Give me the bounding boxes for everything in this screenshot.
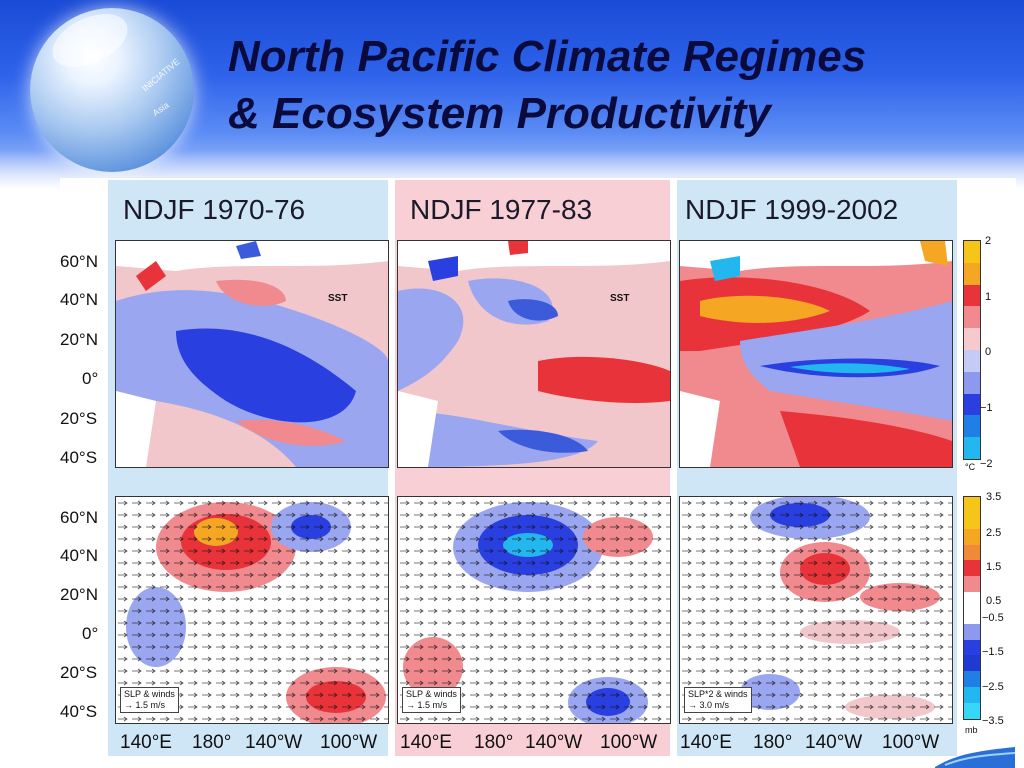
slp-tick-2-5: 2.5 — [986, 527, 1002, 539]
lon-label-100w-3: 100°W — [882, 732, 940, 753]
wind-legend-title: SLP*2 & winds — [688, 689, 748, 699]
slp-map-1999: SLP*2 & winds → 3.0 m/s — [679, 496, 953, 724]
lon-label-140e-1: 140°E — [120, 732, 172, 753]
sst-tick-2: 2 — [985, 235, 992, 247]
slp-tick-neg2-5: −2.5 — [982, 681, 1004, 693]
sst-tick-1: 1 — [985, 291, 992, 303]
wind-legend-value: 1.5 m/s — [417, 700, 448, 710]
lon-label-100w-2: 100°W — [600, 732, 658, 753]
slp-tick-1-5: 1.5 — [986, 561, 1002, 573]
slp-tick-neg3-5: −3.5 — [982, 715, 1004, 727]
wind-legend-1977: SLP & winds → 1.5 m/s — [402, 687, 461, 713]
slp-map-1977: SLP & winds → 1.5 m/s — [397, 496, 671, 724]
slide-title: North Pacific Climate Regimes & Ecosyste… — [228, 28, 866, 142]
sst-map-1970: SST — [115, 240, 389, 468]
slp-tick-neg1-5: −1.5 — [982, 646, 1004, 658]
lon-label-100w-1: 100°W — [320, 732, 378, 753]
period-label-1977: NDJF 1977-83 — [410, 194, 593, 225]
lat-label-40n-bottom: 40°N — [60, 546, 98, 565]
lon-label-180-1: 180° — [192, 732, 232, 753]
slp-colorbar — [963, 496, 981, 720]
lat-label-20n-bottom: 20°N — [60, 585, 98, 604]
period-label-1999: NDJF 1999-2002 — [685, 194, 899, 225]
sst-tick-neg1: −1 — [980, 402, 993, 414]
slp-unit: mb — [965, 725, 978, 735]
lat-label-40s-bottom: 40°S — [60, 702, 98, 721]
lon-label-140e-3: 140°E — [680, 732, 732, 753]
globe-text-2: Asia — [150, 99, 171, 119]
slp-tick-0-5: 0.5 — [986, 595, 1002, 607]
lon-label-140w-2: 140°W — [525, 732, 583, 753]
sst-tick-neg2: −2 — [980, 458, 993, 470]
period-label-1970: NDJF 1970-76 — [123, 194, 306, 225]
sst-colorbar — [963, 240, 981, 460]
title-line-1: North Pacific Climate Regimes — [228, 32, 867, 81]
sst-unit: °C — [965, 462, 976, 472]
sst-map-1999 — [679, 240, 953, 468]
slp-map-1970: SLP & winds → 1.5 m/s — [115, 496, 389, 724]
title-line-2: & Ecosystem Productivity — [228, 89, 771, 138]
globe-logo: INICIATIVE Asia — [30, 8, 194, 172]
wind-legend-title: SLP & winds — [406, 689, 457, 699]
lon-label-140w-1: 140°W — [245, 732, 303, 753]
lat-label-20s-top: 20°S — [60, 409, 98, 428]
lat-label-60n-bottom: 60°N — [60, 508, 98, 527]
slp-tick-neg0-5: −0.5 — [982, 612, 1004, 624]
sst-tick-0: 0 — [985, 346, 992, 358]
globe-text-1: INICIATIVE — [140, 56, 182, 94]
lat-label-20s-bottom: 20°S — [60, 663, 98, 682]
sst-tag-1977: SST — [610, 293, 630, 304]
wind-legend-scale: → 1.5 m/s — [124, 700, 166, 710]
lon-label-180-3: 180° — [753, 732, 793, 753]
lat-label-40s-top: 40°S — [60, 448, 98, 467]
lat-label-40n-top: 40°N — [60, 290, 98, 309]
lon-label-140e-2: 140°E — [400, 732, 452, 753]
sst-map-1977: SST — [397, 240, 671, 468]
wind-legend-scale: → 3.0 m/s — [688, 700, 730, 710]
wind-legend-1970: SLP & winds → 1.5 m/s — [120, 687, 179, 713]
lat-label-0-top: 0° — [82, 369, 99, 388]
wind-legend-1999: SLP*2 & winds → 3.0 m/s — [684, 687, 752, 713]
wind-legend-value: 1.5 m/s — [135, 700, 166, 710]
slp-tick-3-5: 3.5 — [986, 491, 1002, 503]
wind-legend-title: SLP & winds — [124, 689, 175, 699]
lat-label-20n-top: 20°N — [60, 330, 98, 349]
lat-label-0-bottom: 0° — [82, 624, 99, 643]
lon-label-140w-3: 140°W — [805, 732, 863, 753]
wind-legend-scale: → 1.5 m/s — [406, 700, 448, 710]
lon-label-180-2: 180° — [474, 732, 514, 753]
lat-label-60n-top: 60°N — [60, 252, 98, 271]
wind-legend-value: 3.0 m/s — [699, 700, 730, 710]
wave-logo-icon — [935, 747, 1015, 768]
sst-tag-1970: SST — [328, 293, 348, 304]
climate-figure: NDJF 1970-76 NDJF 1977-83 NDJF 1999-2002… — [60, 178, 1016, 756]
